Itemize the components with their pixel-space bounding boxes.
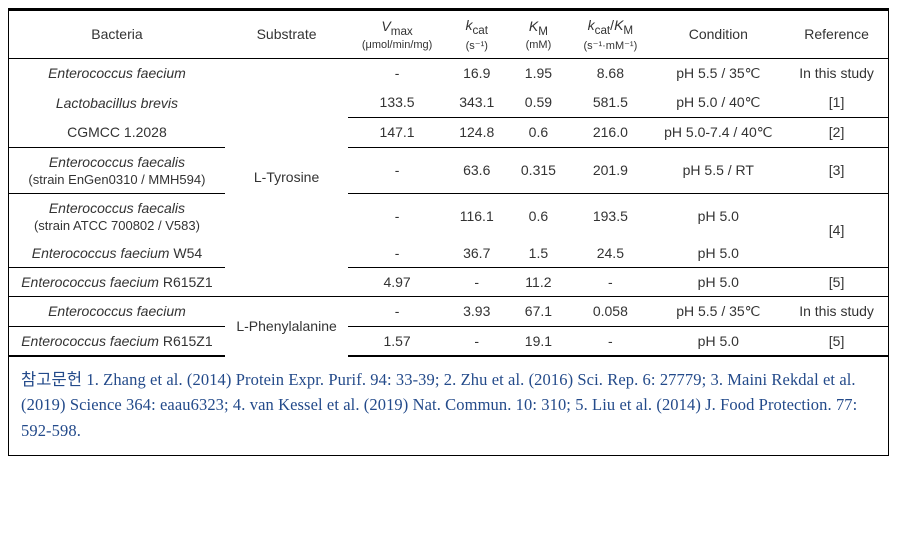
col-substrate: Substrate <box>225 10 348 58</box>
table-row: Enterococcus faecalis(strain EnGen0310 /… <box>9 147 888 193</box>
col-reference: Reference <box>785 10 888 58</box>
table-row: Enterococcus faecium L-Phenylalanine - 3… <box>9 296 888 326</box>
table-row: Enterococcus faecium R615Z1 4.97 - 11.2 … <box>9 267 888 296</box>
table-row: Enterococcus faecium R615Z1 1.57 - 19.1 … <box>9 326 888 356</box>
col-bacteria: Bacteria <box>9 10 225 58</box>
table-row: Lactobacillus brevis 133.5 343.1 0.59 58… <box>9 88 888 118</box>
references-text: 참고문헌 1. Zhang et al. (2014) Protein Expr… <box>9 357 888 456</box>
table-row: Enterococcus faecium L-Tyrosine - 16.9 1… <box>9 58 888 88</box>
table-row: Enterococcus faecalis(strain ATCC 700802… <box>9 193 888 239</box>
col-kcat-km: kcat/KM (s⁻¹·mM⁻¹) <box>569 10 651 58</box>
col-vmax: Vmax (μmol/min/mg) <box>348 10 446 58</box>
substrate-tyrosine: L-Tyrosine <box>225 58 348 296</box>
document-frame: Bacteria Substrate Vmax (μmol/min/mg) kc… <box>8 8 889 456</box>
substrate-phenylalanine: L-Phenylalanine <box>225 296 348 356</box>
kinetics-table: Bacteria Substrate Vmax (μmol/min/mg) kc… <box>9 9 888 357</box>
table-row: Enterococcus faecium W54 - 36.7 1.5 24.5… <box>9 239 888 268</box>
col-km: KM (mM) <box>508 10 570 58</box>
col-kcat: kcat (s⁻¹) <box>446 10 508 58</box>
col-condition: Condition <box>651 10 785 58</box>
table-row: CGMCC 1.2028 147.1 124.8 0.6 216.0 pH 5.… <box>9 117 888 147</box>
